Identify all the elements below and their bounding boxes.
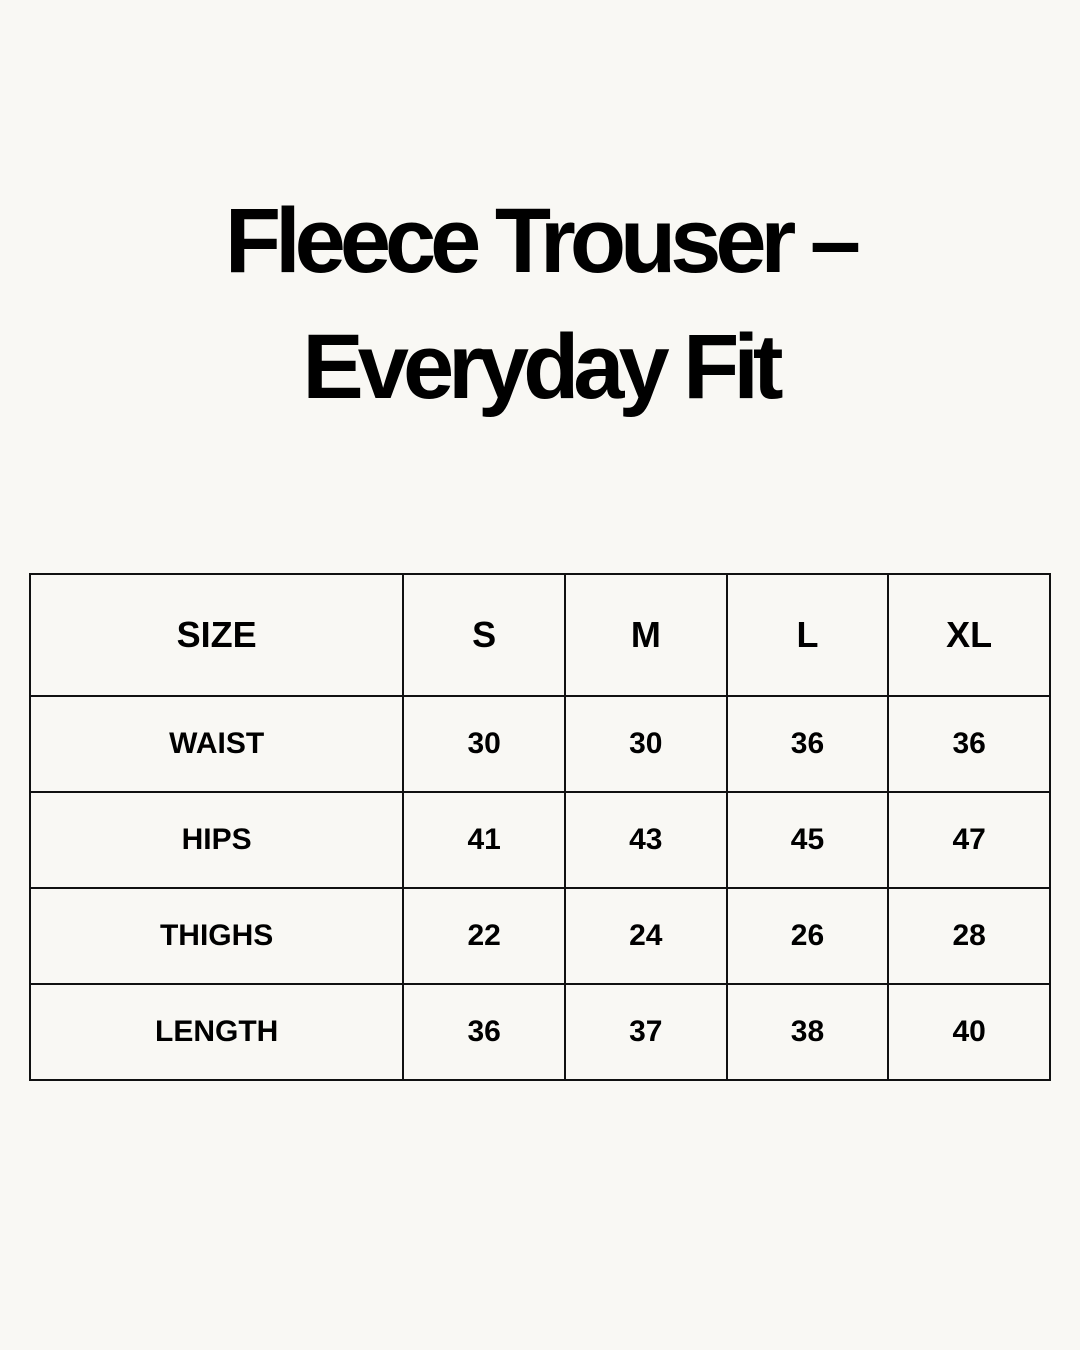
table-cell: 40 [887,983,1051,1081]
size-chart-table: SIZE S M L XL WAIST 30 30 36 36 HIPS 41 43 45 47 T… [28,573,1051,1081]
table-row: HIPS 41 43 45 47 [28,791,1051,889]
table-cell: 26 [725,887,890,985]
page-title: Fleece Trouser – Everyday Fit [0,178,1080,430]
table-row: LENGTH 36 37 38 40 [28,983,1051,1081]
table-cell: 30 [402,695,566,793]
row-label: HIPS [28,791,405,889]
title-line-1: Fleece Trouser – [224,190,861,292]
row-label: WAIST [28,695,405,793]
table-cell: 36 [887,695,1051,793]
table-cell: 41 [402,791,566,889]
table-row: THIGHS 22 24 26 28 [28,887,1051,985]
header-m: M [563,573,728,697]
table-cell: 38 [725,983,890,1081]
title-line-2: Everyday Fit [302,316,783,418]
header-size: SIZE [28,573,405,697]
table-cell: 47 [887,791,1051,889]
table-header-row: SIZE S M L XL [28,573,1051,697]
header-l: L [725,573,890,697]
table-cell: 28 [887,887,1051,985]
table-cell: 30 [563,695,728,793]
table-cell: 37 [563,983,728,1081]
table-cell: 36 [725,695,890,793]
table-cell: 45 [725,791,890,889]
header-xl: XL [887,573,1051,697]
row-label: LENGTH [28,983,405,1081]
table-cell: 24 [563,887,728,985]
table-cell: 43 [563,791,728,889]
row-label: THIGHS [28,887,405,985]
table-row: WAIST 30 30 36 36 [28,695,1051,793]
table-cell: 22 [402,887,566,985]
header-s: S [402,573,566,697]
table-cell: 36 [402,983,566,1081]
